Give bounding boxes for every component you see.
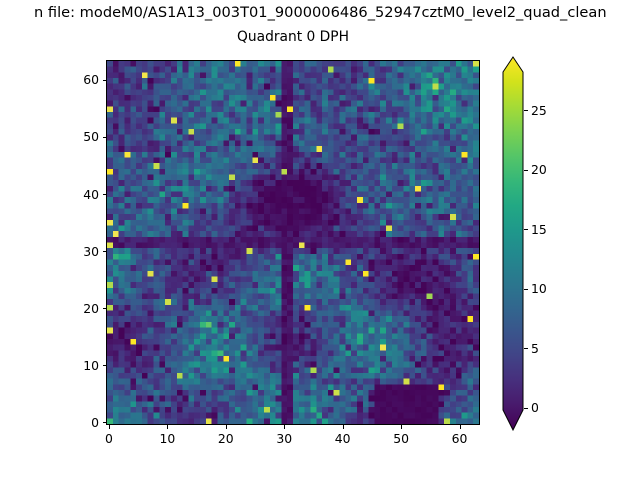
- colorbar-tick-mark: [524, 288, 528, 290]
- x-tick-mark: [167, 425, 169, 429]
- x-tick-label: 40: [334, 431, 351, 446]
- colorbar-tick-label: 10: [531, 281, 547, 297]
- suptitle-text: n file: modeM0/AS1A13_003T01_9000006486_…: [34, 4, 607, 21]
- colorbar-tick-mark: [524, 169, 528, 171]
- y-tick-label: 10: [83, 357, 99, 373]
- x-tick-mark: [225, 425, 227, 429]
- x-tick-label: 30: [276, 431, 293, 446]
- x-tick-mark: [108, 425, 110, 429]
- heatmap-image: [107, 61, 479, 424]
- y-tick-mark: [102, 136, 106, 138]
- y-tick-label: 20: [83, 300, 99, 316]
- plot-title: Quadrant 0 DPH: [237, 29, 349, 45]
- x-tick-mark: [459, 425, 461, 429]
- colorbar-tick-label: 0: [531, 400, 539, 416]
- x-tick-mark: [401, 425, 403, 429]
- x-tick-label: 50: [393, 431, 409, 446]
- y-tick-label: 30: [83, 243, 99, 259]
- y-tick-label: 40: [83, 186, 99, 202]
- colorbar-tick-mark: [524, 348, 528, 350]
- y-tick-mark: [102, 308, 106, 310]
- y-tick-label: 50: [83, 129, 99, 145]
- y-tick-mark: [102, 422, 106, 424]
- colorbar-tick-label: 5: [531, 340, 539, 356]
- y-tick-mark: [102, 194, 106, 196]
- y-tick-mark: [102, 365, 106, 367]
- colorbar-tick-label: 15: [531, 221, 547, 237]
- colorbar-tick-label: 20: [531, 162, 547, 178]
- colorbar-tick-mark: [524, 229, 528, 231]
- x-tick-label: 10: [159, 431, 176, 446]
- colorbar-gradient: [502, 56, 524, 431]
- y-tick-mark: [102, 79, 106, 81]
- y-tick-label: 60: [83, 72, 99, 88]
- x-tick-label: 60: [451, 431, 468, 446]
- y-tick-label: 0: [91, 414, 99, 430]
- x-tick-label: 0: [104, 431, 113, 446]
- x-tick-mark: [342, 425, 344, 429]
- figure-suptitle: n file: modeM0/AS1A13_003T01_9000006486_…: [0, 4, 640, 22]
- heatmap-axes: [106, 60, 480, 425]
- x-tick-label: 20: [217, 431, 234, 446]
- y-tick-mark: [102, 251, 106, 253]
- colorbar-tick-label: 25: [531, 102, 547, 118]
- colorbar-tick-mark: [524, 407, 528, 409]
- x-tick-mark: [284, 425, 286, 429]
- colorbar-tick-mark: [524, 110, 528, 112]
- colorbar: [502, 56, 524, 431]
